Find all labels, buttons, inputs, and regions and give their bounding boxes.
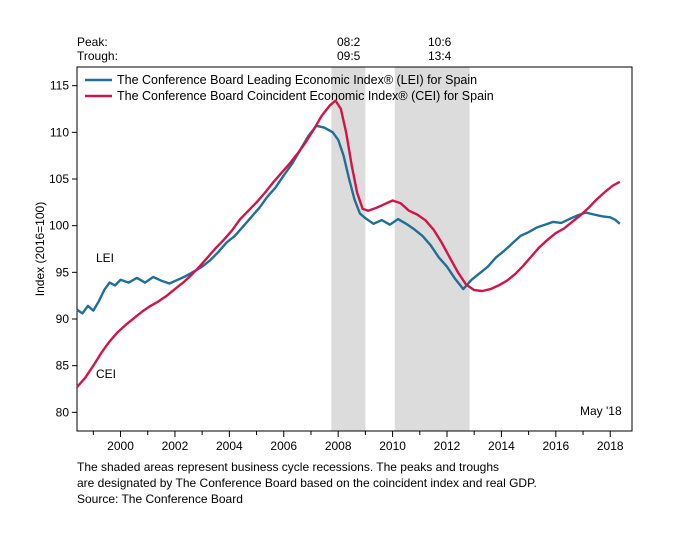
x-tick-label: 2012 (434, 439, 461, 453)
series-line-lei (76, 124, 621, 315)
x-tick-label: 2010 (379, 439, 406, 453)
x-tick-label: 2016 (542, 439, 569, 453)
x-axis: 2000 2002 2004 2006 2008 2010 2012 2014 2016 2018 (92, 431, 624, 453)
peak-date-1: 08:2 (337, 35, 361, 49)
y-tick-label: 100 (49, 219, 69, 233)
trough-label: Trough: (77, 49, 118, 63)
y-tick-label: 90 (56, 312, 70, 326)
peak-date-2: 10:6 (428, 35, 452, 49)
peak-label: Peak: (77, 35, 108, 49)
legend-entry-lei: The Conference Board Leading Economic In… (117, 73, 477, 87)
y-tick-label: 110 (50, 125, 69, 139)
x-tick-label: 2018 (597, 439, 624, 453)
x-tick-label: 2014 (488, 439, 515, 453)
source-line: Source: The Conference Board (77, 492, 243, 506)
footnote-line-1: The shaded areas represent business cycl… (77, 460, 500, 474)
trough-date-1: 09:5 (337, 49, 361, 63)
y-axis: 80 85 90 95 100 105 110 115 (49, 79, 77, 419)
y-tick-label: 85 (56, 359, 70, 373)
footer-notes: The shaded areas represent business cycl… (77, 459, 537, 507)
series-lines (76, 99, 621, 388)
date-note: May '18 (580, 404, 622, 418)
x-tick-label: 2006 (270, 439, 297, 453)
recession-shading (331, 67, 470, 431)
y-tick-label: 115 (50, 79, 69, 93)
x-tick-label: 2008 (325, 439, 352, 453)
series-line-cei (76, 99, 621, 388)
y-tick-label: 95 (56, 265, 70, 279)
trough-date-2: 13:4 (428, 49, 452, 63)
legend-entry-cei: The Conference Board Coincident Economic… (117, 89, 494, 103)
y-axis-label: Index (2016=100) (33, 202, 47, 296)
x-tick-label: 2000 (107, 439, 134, 453)
x-tick-label: 2002 (162, 439, 189, 453)
cei-inline-label: CEI (96, 367, 116, 381)
y-tick-label: 80 (56, 405, 70, 419)
plot-frame (76, 66, 633, 432)
legend: The Conference Board Leading Economic In… (85, 73, 494, 103)
x-tick-label: 2004 (216, 439, 243, 453)
y-tick-label: 105 (49, 172, 69, 186)
lei-inline-label: LEI (96, 251, 114, 265)
recession-band-1 (331, 67, 366, 431)
footnote-line-2: are designated by The Conference Board b… (77, 476, 537, 490)
